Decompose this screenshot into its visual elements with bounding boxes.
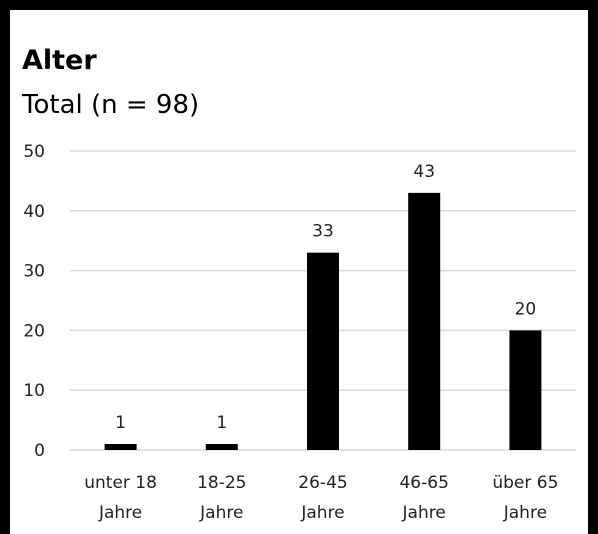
x-tick-label: unter 18 xyxy=(84,473,157,493)
data-label: 20 xyxy=(515,299,537,319)
y-tick-label: 30 xyxy=(23,262,45,282)
data-label: 43 xyxy=(413,162,435,182)
x-axis-labels: unter 18 Jahre 18-25 Jahre 26-45 Jahre 46-65 Ja… xyxy=(84,473,558,523)
bar xyxy=(205,444,238,450)
x-tick-label: über 65 xyxy=(492,473,558,493)
x-tick-label: 46-65 xyxy=(399,473,448,493)
data-labels: 1 1 33 43 20 xyxy=(115,162,536,433)
bar xyxy=(104,444,137,450)
x-tick-label: Jahre xyxy=(503,503,547,523)
data-label: 1 xyxy=(115,413,126,433)
x-tick-label: Jahre xyxy=(199,503,243,523)
bar xyxy=(509,330,542,450)
chart-title: Alter xyxy=(22,45,97,76)
y-tick-label: 40 xyxy=(23,202,45,222)
chart-subtitle: Total (n = 98) xyxy=(21,90,199,120)
y-tick-label: 0 xyxy=(34,441,45,461)
x-tick-label: Jahre xyxy=(300,503,344,523)
bar xyxy=(408,192,441,451)
x-tick-label: 26-45 xyxy=(298,473,347,493)
data-label: 33 xyxy=(312,222,334,242)
y-tick-label: 10 xyxy=(23,381,45,401)
y-axis-ticks: 0 10 20 30 40 50 xyxy=(23,142,45,461)
data-label: 1 xyxy=(216,413,227,433)
bars xyxy=(104,192,542,451)
bar xyxy=(307,252,339,450)
y-tick-label: 20 xyxy=(23,321,45,341)
y-tick-label: 50 xyxy=(23,142,45,162)
x-tick-label: 18-25 xyxy=(197,473,246,493)
x-tick-label: Jahre xyxy=(402,503,446,523)
x-tick-label: Jahre xyxy=(98,503,142,523)
